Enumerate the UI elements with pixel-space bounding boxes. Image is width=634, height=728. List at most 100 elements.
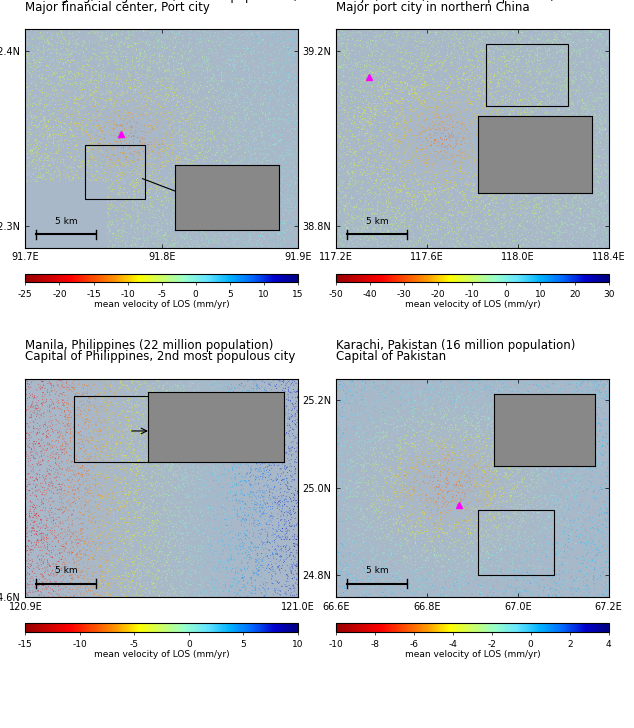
Point bbox=[138, 455, 148, 467]
Point bbox=[502, 110, 512, 122]
Point bbox=[118, 431, 128, 443]
Point bbox=[534, 68, 545, 79]
Point bbox=[198, 159, 209, 171]
Point bbox=[378, 197, 388, 209]
Point bbox=[268, 146, 278, 157]
Point bbox=[402, 81, 412, 92]
Point bbox=[61, 578, 72, 590]
Point bbox=[230, 69, 240, 81]
Point bbox=[580, 169, 590, 181]
Point bbox=[53, 124, 63, 136]
Point bbox=[238, 164, 248, 175]
Point bbox=[536, 398, 546, 410]
Point bbox=[378, 431, 389, 443]
Point bbox=[539, 569, 549, 581]
Point bbox=[209, 181, 219, 193]
Point bbox=[430, 153, 441, 165]
Point bbox=[28, 416, 38, 427]
Point bbox=[526, 584, 536, 596]
Point bbox=[427, 518, 437, 530]
Point bbox=[435, 507, 445, 518]
Point bbox=[427, 55, 437, 66]
Point bbox=[451, 94, 461, 106]
Point bbox=[230, 223, 240, 235]
Point bbox=[392, 213, 402, 224]
Point bbox=[496, 165, 506, 177]
Point bbox=[420, 582, 430, 594]
Point bbox=[505, 402, 515, 414]
Point bbox=[476, 206, 486, 218]
Point bbox=[244, 518, 254, 530]
Point bbox=[112, 87, 122, 99]
Point bbox=[344, 397, 354, 409]
Point bbox=[86, 500, 96, 512]
Point bbox=[545, 408, 555, 419]
Point bbox=[188, 542, 198, 553]
Point bbox=[263, 239, 273, 250]
Point bbox=[444, 428, 455, 440]
Point bbox=[408, 75, 418, 87]
Point bbox=[450, 177, 460, 189]
Point bbox=[399, 181, 410, 192]
Point bbox=[347, 191, 357, 203]
Point bbox=[540, 491, 550, 502]
Point bbox=[446, 566, 456, 577]
Point bbox=[165, 436, 176, 448]
Point bbox=[85, 438, 95, 450]
Point bbox=[351, 57, 361, 68]
Point bbox=[392, 518, 402, 529]
Point bbox=[178, 555, 188, 566]
Point bbox=[398, 145, 408, 157]
Point bbox=[471, 201, 481, 213]
Point bbox=[103, 156, 113, 167]
Point bbox=[232, 85, 242, 97]
Point bbox=[61, 429, 71, 440]
Point bbox=[264, 490, 275, 502]
Point bbox=[148, 202, 158, 213]
Point bbox=[22, 143, 32, 154]
Point bbox=[164, 549, 174, 561]
Point bbox=[207, 235, 217, 247]
Point bbox=[562, 236, 573, 248]
Point bbox=[45, 526, 55, 538]
Point bbox=[215, 522, 225, 534]
Point bbox=[502, 387, 512, 398]
Point bbox=[188, 206, 198, 218]
Point bbox=[414, 153, 424, 165]
Point bbox=[291, 539, 301, 550]
Point bbox=[519, 223, 529, 234]
Point bbox=[339, 393, 349, 405]
Point bbox=[49, 558, 59, 569]
Point bbox=[486, 440, 496, 451]
Point bbox=[541, 207, 551, 218]
Point bbox=[84, 456, 94, 468]
Point bbox=[243, 460, 254, 472]
Point bbox=[495, 238, 505, 250]
Point bbox=[438, 110, 448, 122]
Point bbox=[366, 105, 377, 116]
Point bbox=[361, 392, 371, 404]
Point bbox=[370, 505, 380, 517]
Point bbox=[458, 463, 469, 475]
Point bbox=[505, 514, 515, 526]
Point bbox=[191, 38, 202, 50]
Point bbox=[169, 62, 179, 74]
Point bbox=[363, 128, 373, 140]
Point bbox=[141, 467, 152, 479]
Point bbox=[583, 376, 593, 388]
Point bbox=[248, 482, 258, 494]
Point bbox=[261, 551, 271, 563]
Point bbox=[407, 158, 417, 170]
Point bbox=[536, 84, 547, 95]
Point bbox=[557, 146, 567, 157]
Point bbox=[263, 413, 273, 424]
Point bbox=[486, 177, 496, 189]
Point bbox=[576, 223, 586, 235]
Point bbox=[207, 79, 217, 91]
Point bbox=[574, 492, 585, 504]
Point bbox=[62, 73, 72, 84]
Point bbox=[596, 162, 606, 174]
Point bbox=[28, 398, 38, 410]
Point bbox=[401, 414, 411, 426]
Point bbox=[356, 451, 366, 463]
